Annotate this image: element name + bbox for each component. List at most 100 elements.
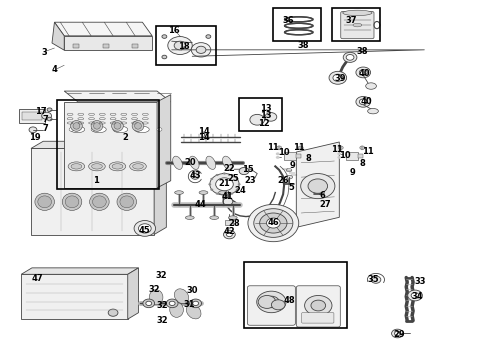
Circle shape	[359, 69, 367, 75]
Circle shape	[162, 55, 167, 59]
Text: 30: 30	[187, 286, 198, 295]
Ellipse shape	[113, 126, 128, 133]
Circle shape	[157, 128, 162, 131]
Text: 9: 9	[290, 161, 296, 170]
Circle shape	[298, 146, 303, 149]
Ellipse shape	[185, 216, 194, 220]
Text: 29: 29	[393, 330, 405, 339]
Text: 7: 7	[43, 114, 49, 123]
Text: 13: 13	[260, 104, 272, 113]
Circle shape	[250, 114, 265, 125]
Bar	[284, 152, 296, 160]
Text: 12: 12	[258, 119, 270, 128]
Polygon shape	[21, 268, 139, 274]
Text: 8: 8	[359, 159, 365, 168]
Ellipse shape	[219, 191, 227, 194]
Polygon shape	[64, 102, 157, 188]
Text: 47: 47	[31, 274, 43, 283]
Ellipse shape	[71, 121, 82, 131]
Circle shape	[356, 96, 370, 107]
Ellipse shape	[132, 121, 144, 131]
Ellipse shape	[112, 164, 123, 169]
Circle shape	[134, 221, 156, 236]
Circle shape	[135, 128, 140, 131]
Ellipse shape	[343, 10, 372, 15]
Ellipse shape	[222, 156, 232, 170]
Text: 40: 40	[359, 69, 370, 78]
Circle shape	[191, 42, 211, 57]
Text: 32: 32	[155, 270, 167, 279]
Circle shape	[146, 301, 152, 306]
Circle shape	[260, 213, 287, 233]
Circle shape	[216, 178, 233, 191]
Circle shape	[193, 301, 198, 306]
Circle shape	[356, 67, 370, 78]
Circle shape	[230, 174, 233, 176]
Polygon shape	[64, 36, 152, 50]
Circle shape	[311, 300, 326, 311]
Text: 19: 19	[29, 133, 41, 142]
Text: 42: 42	[223, 228, 235, 237]
Circle shape	[257, 291, 286, 313]
Ellipse shape	[172, 156, 182, 170]
Text: 23: 23	[244, 176, 256, 185]
Text: 38: 38	[298, 41, 309, 50]
Polygon shape	[296, 142, 339, 227]
Ellipse shape	[286, 168, 292, 171]
Text: 32: 32	[149, 285, 160, 294]
Circle shape	[223, 198, 233, 205]
Ellipse shape	[35, 193, 54, 210]
Bar	[57, 100, 159, 189]
Circle shape	[139, 224, 151, 233]
Text: 24: 24	[234, 186, 246, 195]
Ellipse shape	[133, 164, 144, 169]
Circle shape	[239, 167, 249, 175]
Ellipse shape	[112, 121, 123, 131]
Ellipse shape	[228, 216, 237, 220]
Ellipse shape	[368, 108, 378, 114]
Text: 8: 8	[306, 154, 311, 163]
Ellipse shape	[94, 123, 100, 129]
Circle shape	[394, 331, 400, 336]
Ellipse shape	[90, 193, 109, 210]
Circle shape	[276, 152, 280, 155]
Circle shape	[346, 54, 354, 60]
Circle shape	[254, 209, 293, 237]
Circle shape	[265, 113, 277, 121]
Text: 46: 46	[268, 218, 279, 227]
Text: 32: 32	[156, 301, 168, 310]
Circle shape	[208, 183, 211, 185]
Ellipse shape	[114, 123, 121, 129]
Circle shape	[216, 174, 219, 176]
Circle shape	[168, 37, 192, 54]
Text: 45: 45	[139, 226, 151, 235]
Text: 17: 17	[35, 107, 47, 116]
Circle shape	[258, 296, 276, 309]
Bar	[132, 44, 138, 48]
Bar	[296, 154, 301, 158]
Text: 28: 28	[228, 219, 240, 228]
Circle shape	[47, 117, 52, 121]
Text: 11: 11	[331, 145, 343, 154]
Ellipse shape	[109, 162, 126, 171]
Text: 35: 35	[367, 275, 379, 284]
Text: 32: 32	[156, 316, 168, 325]
Ellipse shape	[135, 126, 149, 133]
Bar	[332, 8, 380, 41]
Circle shape	[196, 46, 206, 53]
Bar	[239, 98, 282, 131]
Circle shape	[223, 230, 235, 239]
Circle shape	[271, 300, 285, 310]
Ellipse shape	[189, 156, 199, 170]
Circle shape	[371, 276, 381, 283]
Text: 36: 36	[282, 16, 294, 25]
Polygon shape	[31, 141, 166, 148]
Circle shape	[264, 296, 279, 308]
FancyBboxPatch shape	[296, 286, 340, 327]
FancyBboxPatch shape	[247, 286, 295, 325]
Ellipse shape	[353, 23, 362, 27]
Circle shape	[162, 35, 167, 39]
Text: 14: 14	[197, 133, 209, 142]
Bar	[358, 154, 363, 158]
Circle shape	[69, 128, 74, 131]
